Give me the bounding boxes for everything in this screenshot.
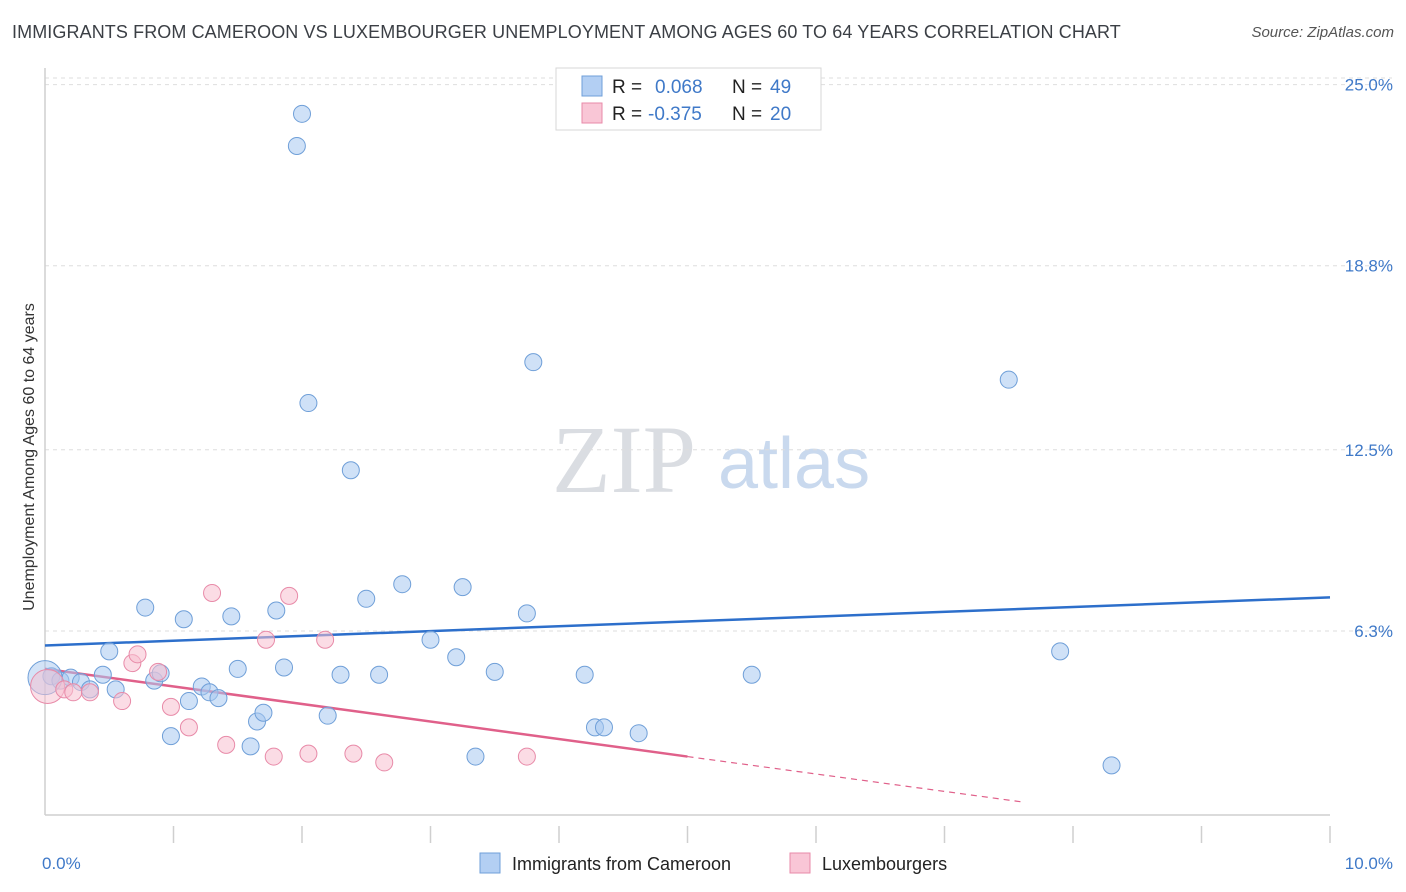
x-tick-label-0: 0.0% [42, 854, 81, 873]
data-point [241, 737, 260, 756]
y-tick-labels: 6.3% 12.5% 18.8% 25.0% [1345, 76, 1393, 641]
data-point [466, 747, 485, 766]
legend-swatch-cameroon [581, 75, 603, 97]
bottom-legend-swatch-cameroon [479, 852, 501, 874]
data-point [357, 589, 376, 608]
data-point [742, 665, 761, 684]
data-point [179, 692, 198, 711]
x-tick-label-1: 10.0% [1345, 854, 1393, 873]
bottom-legend-label-luxembourgers: Luxembourgers [822, 854, 947, 874]
data-point [341, 461, 360, 480]
data-point [136, 598, 155, 617]
data-points [27, 104, 1121, 775]
watermark-zip: ZIP [552, 406, 696, 513]
data-point [370, 665, 389, 684]
data-point [524, 353, 543, 372]
data-point [174, 610, 193, 629]
y-tick-label-2: 18.8% [1345, 257, 1393, 276]
bottom-legend-label-cameroon: Immigrants from Cameroon [512, 854, 731, 874]
series-legend: Immigrants from Cameroon Luxembourgers [479, 852, 947, 874]
legend-r-value-2: -0.375 [648, 104, 702, 125]
legend-swatch-luxembourgers [581, 102, 603, 124]
data-point [287, 136, 306, 155]
data-point [318, 706, 337, 725]
data-point [149, 662, 168, 681]
data-point [257, 630, 276, 649]
data-point [299, 394, 318, 413]
y-tick-label-3: 25.0% [1345, 76, 1393, 95]
data-point [453, 578, 472, 597]
data-point [421, 630, 440, 649]
data-point [280, 586, 299, 605]
data-point [1102, 756, 1121, 775]
data-point [254, 703, 273, 722]
y-tick-label-0: 6.3% [1354, 622, 1393, 641]
data-point [447, 648, 466, 667]
data-point [316, 630, 335, 649]
data-point [999, 370, 1018, 389]
data-point [222, 607, 241, 626]
data-point [264, 747, 283, 766]
watermark-atlas: atlas [718, 424, 870, 504]
gridlines [45, 77, 1392, 632]
data-point [517, 747, 536, 766]
data-point [80, 683, 99, 702]
data-point [344, 744, 363, 763]
data-point [128, 645, 147, 664]
trend-line-extension-luxembourgers [687, 755, 1022, 803]
data-point [161, 697, 180, 716]
legend-n-label-2: N = [732, 104, 762, 125]
data-point [393, 575, 412, 594]
trend-lines [44, 596, 1331, 803]
data-point [275, 658, 294, 677]
bottom-legend-swatch-luxembourgers [789, 852, 811, 874]
correlation-legend: R = 0.068 N = 49 R = -0.375 N = 20 [555, 67, 822, 131]
data-point [203, 583, 222, 602]
legend-r-label-2: R = [612, 104, 642, 125]
chart-title: IMMIGRANTS FROM CAMEROON VS LUXEMBOURGER… [12, 22, 1121, 42]
chart-source: Source: ZipAtlas.com [1251, 24, 1394, 41]
data-point [64, 683, 83, 702]
data-point [209, 689, 228, 708]
legend-r-value-1: 0.068 [655, 77, 703, 98]
legend-n-value-1: 49 [770, 77, 791, 98]
data-point [629, 724, 648, 743]
data-point [179, 718, 198, 737]
x-tick-labels: 0.0% 10.0% [42, 854, 1393, 873]
data-point [161, 727, 180, 746]
data-point [293, 104, 311, 123]
data-point [93, 665, 112, 684]
data-point [331, 665, 350, 684]
data-point [1051, 642, 1070, 661]
data-point [375, 753, 394, 772]
y-tick-label-1: 12.5% [1345, 441, 1393, 460]
series-luxembourgers [30, 583, 536, 772]
data-point [100, 642, 119, 661]
data-point [517, 604, 536, 623]
trend-line-luxembourgers [44, 667, 688, 758]
data-point [594, 718, 613, 737]
data-point [217, 735, 236, 754]
data-point [267, 601, 286, 620]
legend-n-value-2: 20 [770, 104, 791, 125]
legend-r-label-1: R = [612, 77, 642, 98]
data-point [299, 744, 318, 763]
data-point [485, 662, 504, 681]
watermark: ZIP atlas [552, 406, 870, 513]
data-point [575, 665, 594, 684]
data-point [228, 659, 247, 678]
legend-n-label-1: N = [732, 77, 762, 98]
data-point [113, 692, 132, 711]
